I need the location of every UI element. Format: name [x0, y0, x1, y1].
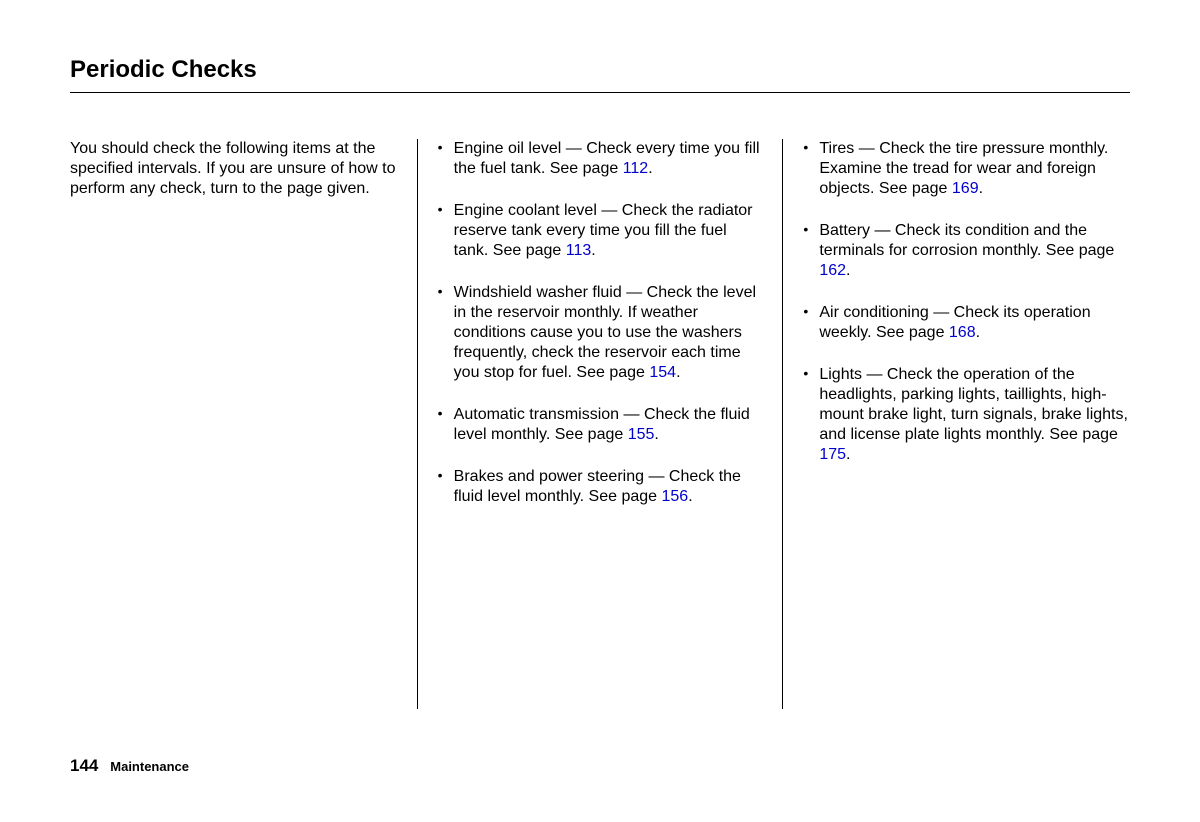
list-item: Brakes and power steering — Check the fl… [436, 467, 765, 507]
list-item: Tires — Check the tire pressure monthly.… [801, 139, 1130, 199]
item-text-after: . [976, 324, 980, 341]
list-item: Engine oil level — Check every time you … [436, 139, 765, 179]
section-name: Maintenance [110, 759, 189, 774]
title-divider [70, 92, 1130, 93]
item-text: Automatic transmission — Check the fluid… [454, 406, 750, 443]
item-text-after: . [654, 426, 658, 443]
list-item: Lights — Check the operation of the head… [801, 365, 1130, 465]
page-number: 144 [70, 756, 98, 775]
column-3: Tires — Check the tire pressure monthly.… [783, 139, 1130, 709]
item-text-after: . [846, 262, 850, 279]
item-text: Engine coolant level — Check the radiato… [454, 202, 753, 259]
item-text-after: . [688, 488, 692, 505]
page-reference-link[interactable]: 156 [662, 488, 689, 505]
list-item: Windshield washer fluid — Check the leve… [436, 283, 765, 383]
item-text-after: . [846, 446, 850, 463]
column-2: Engine oil level — Check every time you … [418, 139, 783, 709]
page-reference-link[interactable]: 169 [952, 180, 979, 197]
page-reference-link[interactable]: 154 [649, 364, 676, 381]
item-text: Engine oil level — Check every time you … [454, 140, 760, 177]
check-list-3: Tires — Check the tire pressure monthly.… [801, 139, 1130, 465]
page-reference-link[interactable]: 112 [623, 160, 649, 177]
page-title: Periodic Checks [70, 56, 1130, 84]
column-1: You should check the following items at … [70, 139, 417, 709]
page-reference-link[interactable]: 162 [819, 262, 846, 279]
content-columns: You should check the following items at … [70, 139, 1130, 709]
page-reference-link[interactable]: 168 [949, 324, 976, 341]
list-item: Battery — Check its condition and the te… [801, 221, 1130, 281]
intro-text: You should check the following items at … [70, 139, 399, 199]
item-text: Brakes and power steering — Check the fl… [454, 468, 741, 505]
item-text-after: . [648, 160, 652, 177]
page-reference-link[interactable]: 175 [819, 446, 846, 463]
page-reference-link[interactable]: 155 [628, 426, 655, 443]
list-item: Engine coolant level — Check the radiato… [436, 201, 765, 261]
item-text: Windshield washer fluid — Check the leve… [454, 284, 756, 381]
item-text-after: . [979, 180, 983, 197]
page-footer: 144 Maintenance [70, 756, 189, 776]
item-text-after: . [591, 242, 595, 259]
list-item: Automatic transmission — Check the fluid… [436, 405, 765, 445]
page-reference-link[interactable]: 113 [566, 242, 592, 259]
item-text: Battery — Check its condition and the te… [819, 222, 1114, 259]
item-text: Lights — Check the operation of the head… [819, 366, 1128, 443]
check-list-2: Engine oil level — Check every time you … [436, 139, 765, 507]
list-item: Air conditioning — Check its operation w… [801, 303, 1130, 343]
item-text-after: . [676, 364, 680, 381]
